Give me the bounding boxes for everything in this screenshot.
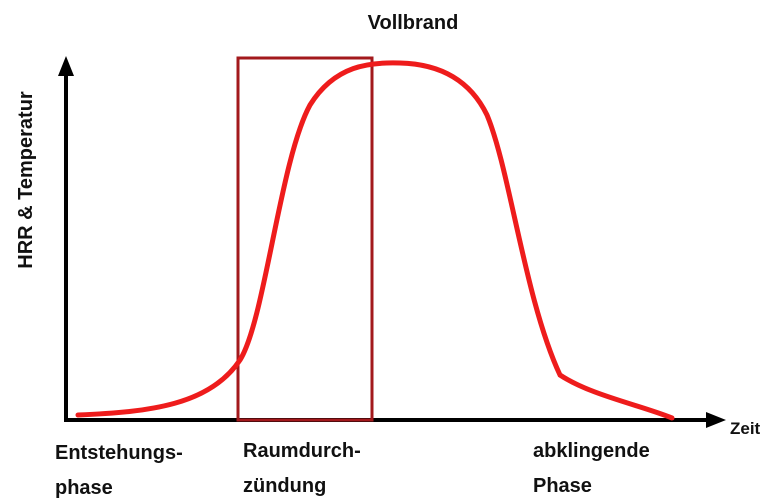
phase-label: Raumdurch- bbox=[243, 440, 361, 462]
phase-label: Phase bbox=[533, 475, 592, 497]
flashover-box bbox=[236, 56, 374, 422]
fire-curve bbox=[75, 60, 675, 421]
x-axis-label: Zeit bbox=[730, 419, 761, 438]
phase-label: zündung bbox=[243, 475, 326, 497]
y-axis-arrow bbox=[58, 56, 74, 76]
y-axis-label: HRR & Temperatur bbox=[15, 91, 37, 269]
phase-label: phase bbox=[55, 477, 113, 499]
phase-label: Entstehungs- bbox=[55, 442, 183, 464]
title: Vollbrand bbox=[368, 12, 459, 34]
x-axis-arrow bbox=[706, 412, 726, 428]
phase-label: abklingende bbox=[533, 440, 650, 462]
